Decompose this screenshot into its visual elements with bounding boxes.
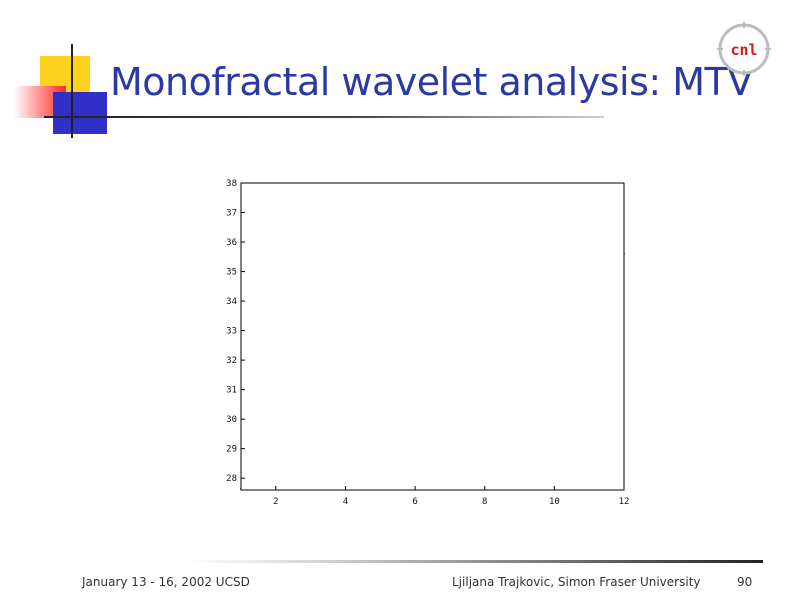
footer-date: January 13 - 16, 2002 UCSD <box>82 575 250 589</box>
x-tick-label: 6 <box>412 497 417 507</box>
y-tick-label: 33 <box>226 327 237 337</box>
svg-text:cnl: cnl <box>730 41 757 59</box>
x-tick-label: 12 <box>619 497 630 507</box>
footer-divider <box>188 560 763 563</box>
y-tick-label: 37 <box>226 209 237 219</box>
decor-vertical-line <box>71 44 73 138</box>
decor-blue-square <box>53 92 107 134</box>
y-tick-label: 38 <box>226 179 237 189</box>
cnl-logo: cnl <box>717 22 771 76</box>
y-tick-label: 29 <box>226 445 237 455</box>
slide-title: Monofractal wavelet analysis: MTV <box>110 60 753 104</box>
y-tick-label: 35 <box>226 268 237 278</box>
y-tick-label: 31 <box>226 386 237 396</box>
plot-frame <box>240 182 625 491</box>
chart-svg: 2 4 6 8 10 12 28 29 30 31 32 33 34 35 36 37 38 <box>226 179 630 507</box>
chart: 2 4 6 8 10 12 28 29 30 31 32 33 34 35 36 37 38 <box>215 170 645 515</box>
y-tick-label: 30 <box>226 415 237 425</box>
footer-author: Ljiljana Trajkovic, Simon Fraser Univers… <box>452 575 701 589</box>
y-tick-label: 28 <box>226 474 237 484</box>
y-tick-label: 32 <box>226 356 237 366</box>
y-tick-label: 36 <box>226 238 237 248</box>
y-tick-label: 34 <box>226 297 237 307</box>
page-number: 90 <box>737 575 753 589</box>
x-tick-label: 2 <box>273 497 278 507</box>
x-tick-label: 4 <box>343 497 348 507</box>
x-tick-label: 8 <box>482 497 487 507</box>
title-underline <box>44 116 604 118</box>
x-tick-label: 10 <box>549 497 560 507</box>
